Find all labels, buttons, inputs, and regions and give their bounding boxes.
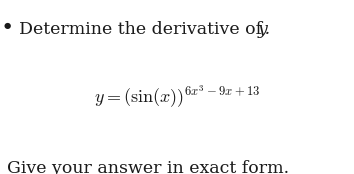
Text: Give your answer in exact form.: Give your answer in exact form. xyxy=(7,160,289,174)
Text: Determine the derivative of: Determine the derivative of xyxy=(19,21,268,38)
Text: $y = (\sin(x))^{6x^3-9x+13}$: $y = (\sin(x))^{6x^3-9x+13}$ xyxy=(94,84,260,110)
Text: ●: ● xyxy=(4,21,11,30)
Text: y.: y. xyxy=(258,21,271,38)
